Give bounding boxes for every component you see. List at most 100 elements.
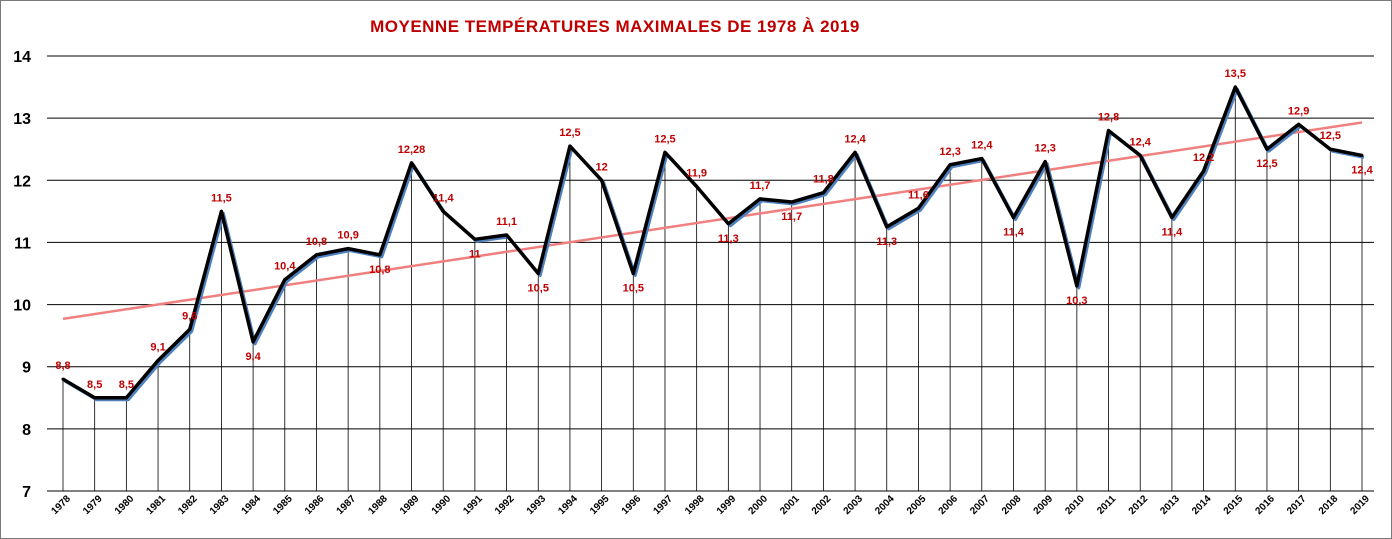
data-label-1983: 11,5 [211,192,232,204]
data-label-2016: 12,5 [1256,158,1277,170]
data-point-2019 [1360,153,1364,157]
data-point-2013 [1170,216,1174,220]
data-label-2010: 10,3 [1066,295,1087,307]
y-axis-ticks: 7 8 9 10 11 12 13 14 [13,49,31,501]
data-point-2014 [1202,169,1206,173]
data-point-1998 [695,185,699,188]
data-label-2012: 12,4 [1130,136,1152,148]
x-tick-1980: 1980 [113,493,137,517]
x-tick-2011: 2011 [1095,493,1118,516]
x-tick-2006: 2006 [937,493,961,517]
data-point-1992 [505,233,509,237]
data-point-2003 [853,150,857,154]
data-label-2019: 12,4 [1351,164,1373,176]
data-point-1982 [188,327,192,331]
x-tick-1992: 1992 [493,493,517,517]
data-label-1989: 12,28 [398,144,426,156]
x-tick-2005: 2005 [905,493,929,517]
x-tick-1991: 1991 [461,493,485,517]
data-label-1986: 10,8 [306,236,327,248]
data-label-2009: 12,3 [1034,143,1055,155]
data-label-2004: 11,3 [876,236,897,248]
x-axis-ticks: 1978 1979 1980 1981 1982 1983 1984 1985 1986 1987… [49,493,1372,517]
data-label-1999: 11,3 [718,233,739,245]
series-line-path [62,85,1363,400]
data-label-1985: 10,4 [274,261,296,273]
x-tick-1990: 1990 [430,493,454,517]
data-point-1987 [346,247,350,251]
y-tick-label: 14 [13,49,31,66]
data-point-1985 [283,278,287,282]
data-label-1994: 12,5 [559,127,580,139]
data-point-1999 [726,222,730,226]
data-label-2014: 12,2 [1193,152,1214,164]
data-point-2005 [916,206,920,210]
chart-title: MOYENNE TEMPÉRATURES MAXIMALES DE 1978 À… [370,17,860,36]
x-tick-1989: 1989 [398,493,422,517]
data-label-1980: 8,5 [119,379,134,391]
data-point-1994 [568,144,572,148]
x-tick-2000: 2000 [747,493,771,517]
x-tick-1982: 1982 [176,493,200,517]
x-tick-2004: 2004 [873,493,897,517]
data-point-1980 [124,396,128,400]
data-label-2008: 11,4 [1003,227,1025,239]
data-point-2011 [1107,129,1111,133]
y-tick-label: 13 [13,111,31,128]
data-point-1997 [663,150,667,154]
data-point-2012 [1138,153,1142,157]
x-tick-2010: 2010 [1063,493,1087,517]
trendline-path [62,121,1363,321]
data-point-1979 [93,396,97,400]
y-tick-label: 10 [13,298,31,315]
data-label-1991: 11 [469,248,481,260]
data-label-2006: 12,3 [939,146,960,158]
x-tick-2007: 2007 [968,493,992,517]
x-tick-2017: 2017 [1285,493,1309,517]
gridlines [47,55,1374,492]
x-tick-2009: 2009 [1032,493,1056,517]
x-tick-1988: 1988 [366,493,390,517]
y-tick-label: 7 [22,484,31,501]
data-labels: 8,8 8,5 8,5 9,1 9,6 11,5 9,4 10,4 10,8 10,9 10,8 12… [55,68,1373,391]
drop-lines [62,87,1363,491]
data-label-1982: 9,6 [182,310,197,322]
data-point-1995 [600,178,604,182]
data-label-2007: 12,4 [971,140,993,152]
x-tick-2003: 2003 [842,493,866,517]
x-tick-1981: 1981 [145,493,169,517]
data-label-2001: 11,7 [781,211,802,223]
data-label-1984: 9,4 [245,351,261,363]
x-tick-2012: 2012 [1127,493,1151,517]
x-tick-1996: 1996 [620,493,644,517]
data-point-2008 [1011,216,1015,220]
data-point-2018 [1328,147,1332,151]
data-point-2010 [1075,284,1079,288]
y-tick-label: 12 [13,173,31,190]
y-tick-label: 9 [22,360,31,377]
series-line [61,85,1365,402]
x-tick-1987: 1987 [335,493,359,517]
data-label-1996: 10,5 [623,283,644,295]
data-point-2009 [1043,160,1047,164]
y-tick-label: 8 [22,422,31,439]
x-tick-1983: 1983 [208,493,232,517]
data-point-1988 [378,253,382,257]
data-point-1981 [156,359,160,362]
x-tick-2018: 2018 [1317,493,1341,517]
x-tick-1994: 1994 [556,493,580,517]
data-label-2005: 11,6 [908,189,929,201]
x-tick-2013: 2013 [1158,493,1182,517]
x-tick-2008: 2008 [1000,493,1024,517]
y-tick-label: 11 [14,235,31,252]
data-label-2011: 12,8 [1098,112,1119,124]
data-point-1989 [410,161,414,165]
x-tick-1995: 1995 [588,493,612,517]
data-point-1996 [631,272,635,275]
x-tick-1986: 1986 [303,493,327,517]
data-label-1981: 9,1 [150,342,165,354]
trendline [62,121,1363,321]
data-label-1987: 10,9 [337,230,358,242]
x-tick-1993: 1993 [525,493,549,517]
